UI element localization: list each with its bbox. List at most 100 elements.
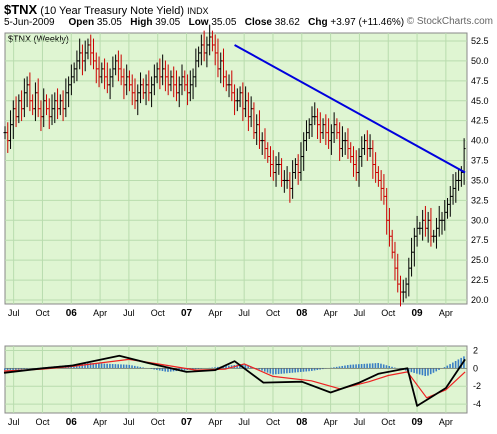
ohlc-bar: [244, 86, 248, 118]
histogram-bar: [385, 365, 388, 369]
ohlc-bar: [302, 132, 306, 171]
histogram-bar: [225, 365, 227, 369]
histogram-bar: [142, 367, 144, 369]
histogram-bar: [122, 364, 125, 369]
histogram-bar: [266, 368, 269, 373]
exchange-text: INDX: [187, 6, 209, 16]
histogram-bar: [438, 368, 440, 370]
ohlc-bar: [230, 70, 234, 102]
ohlc-bar: [36, 78, 40, 118]
histogram-bar: [460, 357, 462, 369]
ohlc-bar: [183, 70, 187, 92]
histogram-bar: [109, 363, 111, 369]
ohlc-bar: [221, 48, 225, 88]
histogram-bar: [391, 366, 393, 369]
ohlc-bar: [119, 54, 123, 86]
ohlc-bar: [139, 72, 143, 104]
ohlc-bar: [354, 150, 358, 181]
histogram-bar: [446, 365, 449, 369]
ohlc-bar: [205, 36, 209, 68]
histogram-bar: [89, 362, 92, 369]
ohlc-bar: [150, 76, 154, 108]
ohlc-bar: [446, 197, 450, 219]
histogram-bar: [313, 368, 316, 371]
histogram-bar: [244, 364, 247, 369]
histogram-bar: [153, 368, 155, 370]
ohlc-bar: [376, 166, 380, 187]
histogram-bar: [277, 368, 280, 375]
histogram-bar: [136, 366, 139, 369]
ohlc-bar: [80, 44, 84, 76]
histogram-bar: [172, 368, 175, 372]
ohlc-bar: [432, 229, 436, 243]
histogram-bar: [9, 368, 12, 371]
histogram-bar: [427, 368, 429, 376]
ohlc-bar: [318, 112, 322, 143]
ohlc-bar: [174, 70, 178, 102]
ohlc-bar: [390, 229, 394, 259]
ohlc-bar: [349, 142, 353, 163]
ohlc-bar: [285, 166, 289, 189]
ohlc-bar: [94, 52, 98, 84]
x-tick-label: Jul: [238, 308, 250, 318]
price-tick-label: 20.0: [471, 295, 489, 305]
ohlc-bar: [133, 78, 137, 110]
macd-tick-label: 0: [473, 363, 478, 373]
histogram-bar: [92, 363, 95, 369]
ohlc-bar: [75, 50, 79, 82]
open-value: 35.05: [96, 17, 122, 28]
ohlc-bar: [114, 54, 118, 76]
ohlc-bar: [327, 118, 331, 149]
ohlc-bar: [169, 70, 173, 92]
ohlc-bar: [17, 94, 21, 124]
ohlc-bar: [360, 136, 364, 167]
histogram-bar: [371, 363, 374, 369]
histogram-bar: [258, 368, 261, 370]
histogram-bar: [197, 368, 200, 369]
histogram-bar: [247, 365, 249, 369]
ohlc-bar: [451, 174, 455, 205]
ohlc-bar: [122, 68, 126, 100]
histogram-bar: [161, 368, 164, 372]
x-tick-label: 08: [296, 308, 308, 319]
ohlc-bar: [152, 64, 156, 96]
ohlc-bar: [346, 128, 350, 159]
histogram-bar: [236, 364, 238, 369]
ohlc-bar: [238, 86, 242, 108]
x-tick-label: 06: [66, 308, 78, 319]
ohlc-bar: [194, 48, 198, 88]
ohlc-bar: [20, 90, 24, 122]
ohlc-bar: [274, 156, 278, 187]
ohlc-bar: [130, 74, 134, 106]
ohlc-bar: [188, 70, 192, 102]
histogram-bar: [114, 364, 117, 369]
ohlc-bar: [61, 90, 65, 122]
histogram-bar: [283, 368, 285, 374]
price-tick-label: 52.5: [471, 36, 489, 46]
ohlc-bar: [324, 114, 328, 145]
ohlc-bar: [216, 38, 220, 78]
histogram-bar: [349, 364, 352, 369]
histogram-bar: [333, 367, 335, 369]
histogram-bar: [275, 368, 277, 375]
histogram-bar: [167, 368, 169, 372]
x-tick-label: Jul: [123, 308, 135, 318]
x-tick-label: Apr: [439, 308, 453, 318]
macd-tick-label: -2: [473, 381, 481, 391]
ohlc-bar: [351, 146, 355, 177]
histogram-bar: [452, 362, 454, 369]
histogram-bar: [432, 368, 435, 373]
x-tick-label: 09: [411, 308, 423, 319]
ohlc-bar: [343, 132, 347, 155]
ohlc-bar: [271, 150, 275, 181]
ohlc-bar: [332, 112, 336, 143]
ohlc-bar: [116, 50, 120, 82]
ohlc-bar: [28, 72, 32, 112]
histogram-bar: [169, 368, 172, 372]
ohlc-bar: [260, 132, 264, 155]
ohlc-bar: [155, 62, 159, 84]
price-panel: $TNX (Weekly) 20.0 22.5 25.0 27.5 30.0 32.5 35.…: [3, 24, 489, 319]
ohlc-bar: [127, 70, 131, 92]
histogram-bar: [346, 365, 349, 369]
ohlc-bar: [437, 205, 441, 237]
